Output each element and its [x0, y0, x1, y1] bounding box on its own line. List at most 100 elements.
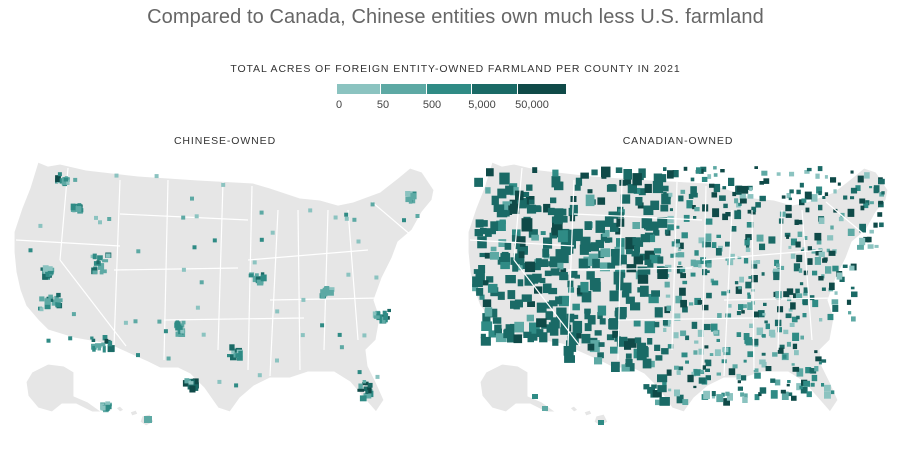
- county-fill: [362, 380, 367, 384]
- county-fill: [505, 185, 514, 195]
- county-fill: [792, 366, 800, 372]
- county-fill: [747, 302, 754, 310]
- county-fill: [830, 177, 837, 183]
- county-fill: [191, 378, 199, 384]
- county-fill: [488, 330, 497, 338]
- county-fill: [741, 310, 745, 314]
- county-fill: [612, 330, 620, 338]
- county-fill: [786, 235, 790, 239]
- county-fill: [694, 369, 701, 376]
- county-fill: [692, 205, 696, 210]
- county-fill: [751, 277, 756, 282]
- county-fill: [580, 236, 591, 249]
- county-fill: [728, 304, 732, 308]
- county-fill: [832, 265, 839, 272]
- county-fill: [721, 291, 727, 296]
- county-fill: [737, 386, 743, 391]
- county-fill: [517, 279, 524, 287]
- county-fill: [747, 209, 753, 214]
- county-fill: [873, 186, 879, 194]
- chart-title: Compared to Canada, Chinese entities own…: [147, 6, 764, 28]
- county-fill: [680, 299, 687, 308]
- county-fill: [725, 391, 730, 396]
- county-fill: [660, 204, 669, 212]
- county-fill: [496, 209, 508, 218]
- county-fill: [655, 355, 663, 361]
- county-fill: [738, 202, 742, 206]
- county-fill: [505, 275, 516, 284]
- county-fill: [717, 313, 722, 319]
- county-fill: [681, 232, 688, 239]
- county-fill: [114, 173, 119, 178]
- county-fill: [668, 192, 673, 197]
- county-fill: [532, 167, 538, 173]
- county-fill: [703, 323, 711, 331]
- county-fill: [625, 353, 632, 359]
- county-fill: [597, 352, 604, 359]
- county-fill: [743, 359, 747, 363]
- county-fill: [746, 237, 751, 241]
- county-fill: [705, 259, 712, 267]
- county-fill: [676, 370, 681, 374]
- county-fill: [513, 253, 525, 265]
- county-fill: [490, 221, 499, 231]
- county-fill: [745, 245, 750, 248]
- county-fill: [359, 395, 367, 402]
- county-fill: [698, 264, 702, 268]
- county-fill: [674, 239, 680, 244]
- county-fill: [320, 323, 325, 328]
- county-fill: [322, 287, 327, 293]
- county-fill: [99, 270, 104, 275]
- county-fill: [736, 332, 742, 337]
- county-fill: [542, 406, 548, 411]
- county-fill: [817, 166, 823, 172]
- county-fill: [235, 353, 240, 358]
- county-fill: [810, 382, 815, 387]
- county-fill: [745, 281, 752, 289]
- county-fill: [753, 368, 759, 373]
- county-fill: [701, 176, 708, 182]
- county-fill: [199, 280, 204, 285]
- county-fill: [796, 189, 801, 195]
- county-fill: [107, 217, 112, 221]
- legend-title: TOTAL ACRES OF FOREIGN ENTITY-OWNED FARM…: [230, 63, 681, 75]
- county-fill: [687, 374, 694, 383]
- county-fill: [785, 204, 792, 212]
- county-fill: [71, 312, 76, 317]
- county-fill: [744, 239, 750, 246]
- county-fill: [812, 299, 819, 308]
- county-fill: [540, 277, 546, 284]
- county-fill: [690, 259, 696, 266]
- county-fill: [752, 338, 759, 346]
- county-fill: [181, 320, 186, 325]
- county-fill: [613, 271, 624, 285]
- county-fill: [367, 382, 373, 388]
- county-fill: [635, 240, 644, 247]
- county-fill: [744, 393, 748, 398]
- county-fills-chinese: [28, 172, 420, 423]
- county-fill: [491, 195, 499, 206]
- county-fill: [536, 302, 547, 313]
- county-fill: [531, 234, 539, 241]
- county-fill: [94, 215, 98, 220]
- county-fill: [761, 334, 766, 338]
- county-fill: [584, 308, 591, 314]
- county-fill: [859, 223, 866, 233]
- county-fill: [617, 254, 627, 265]
- county-fill: [645, 225, 653, 231]
- county-fill: [550, 317, 560, 329]
- county-fill: [624, 177, 632, 186]
- county-fill: [255, 276, 261, 280]
- county-fill: [528, 199, 535, 205]
- county-fill: [587, 315, 596, 325]
- county-fill: [785, 313, 792, 319]
- county-fill: [180, 329, 185, 334]
- county-fill: [685, 360, 689, 364]
- county-fill: [830, 390, 835, 395]
- legend-label-50000: 50,000: [515, 99, 549, 111]
- county-fill: [643, 384, 650, 390]
- county-fill: [816, 186, 823, 194]
- county-fill: [789, 189, 794, 194]
- county-fill: [475, 219, 484, 228]
- county-fill: [822, 196, 826, 199]
